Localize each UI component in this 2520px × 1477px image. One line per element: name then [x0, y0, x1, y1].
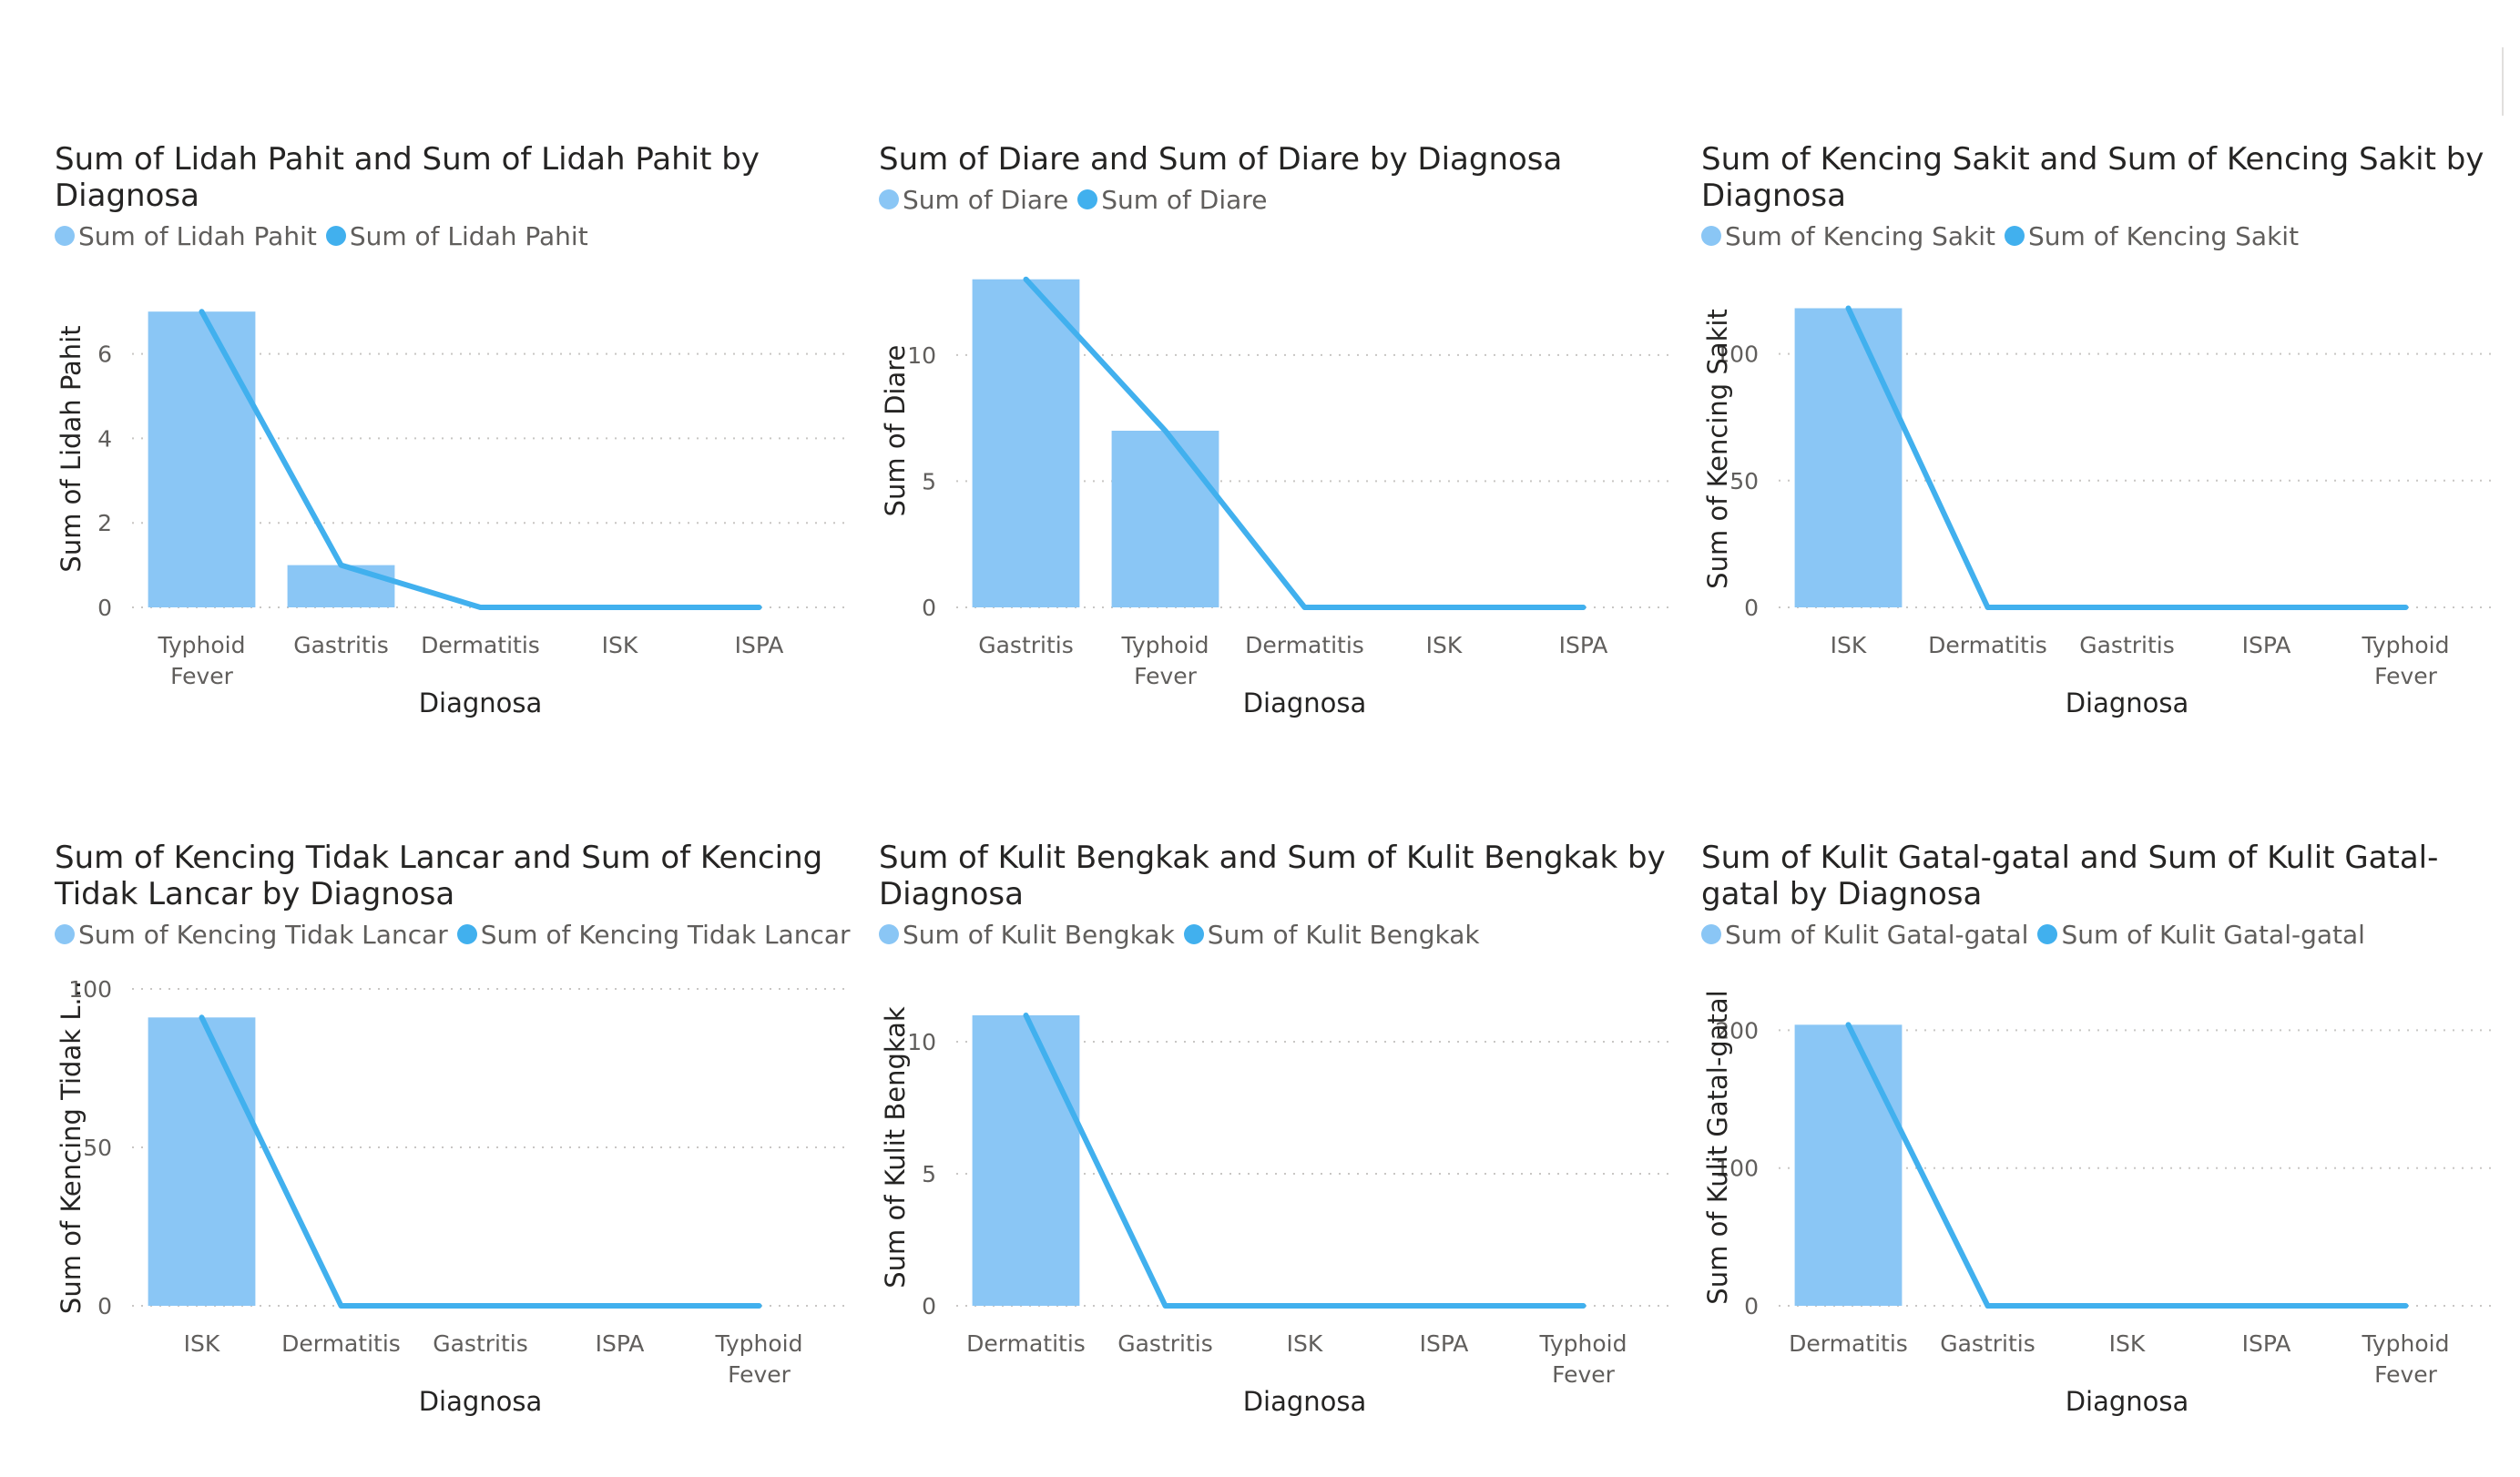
x-axis-title: Diagnosa [1243, 688, 1367, 718]
x-axis-title: Diagnosa [2066, 688, 2189, 718]
y-tick-label: 0 [1744, 1293, 1759, 1319]
x-tick-label: Gastritis [1940, 1330, 2035, 1357]
bar [148, 311, 256, 607]
x-tick-label: ISPA [2242, 632, 2291, 658]
x-tick-label: Dermatitis [1245, 632, 1364, 658]
x-tick-label: Dermatitis [1789, 1330, 1908, 1357]
y-tick-label: 50 [83, 1135, 112, 1161]
x-tick-label: Gastritis [978, 632, 1074, 658]
y-tick-label: 0 [97, 595, 112, 621]
x-tick-label: Dermatitis [421, 632, 540, 658]
y-axis-title: Sum of Kencing Sakit [1702, 309, 1733, 589]
y-tick-label: 2 [97, 510, 112, 536]
y-axis-title: Sum of Diare [880, 345, 911, 517]
series-line [202, 311, 760, 607]
x-tick-label: ISPA [2242, 1330, 2291, 1357]
series-line [1026, 1015, 1584, 1306]
y-tick-label: 10 [907, 342, 936, 369]
bar [1795, 308, 1903, 607]
y-tick-label: 50 [1729, 468, 1759, 494]
y-tick-label: 4 [97, 425, 112, 452]
x-tick-label: Dermatitis [1928, 632, 2047, 658]
bar [1112, 431, 1219, 607]
x-tick-label: ISPA [1420, 1330, 1469, 1357]
x-tick-label: ISK [184, 1330, 220, 1357]
bar [1795, 1024, 1903, 1306]
y-axis-title: Sum of Lidah Pahit [56, 325, 87, 572]
y-tick-label: 5 [922, 468, 936, 494]
bar [973, 280, 1080, 607]
y-axis-title: Sum of Kulit Bengkak [880, 1006, 911, 1289]
x-tick-label: Dermatitis [966, 1330, 1086, 1357]
x-axis-title: Diagnosa [419, 688, 543, 718]
series-line [1849, 308, 2406, 607]
x-axis-title: Diagnosa [1243, 1386, 1367, 1417]
chart-panel[interactable]: Sum of Kencing Tidak Lancar and Sum of K… [55, 840, 874, 1477]
chart-panel[interactable]: Sum of Kulit Gatal-gatal and Sum of Kuli… [1701, 840, 2520, 1477]
x-axis-title: Diagnosa [2066, 1386, 2189, 1417]
x-tick-label: Dermatitis [281, 1330, 401, 1357]
y-tick-label: 10 [907, 1029, 936, 1055]
x-tick-label: ISPA [596, 1330, 645, 1357]
series-line [1026, 280, 1584, 607]
x-tick-label: Gastritis [1117, 1330, 1213, 1357]
chart-panel[interactable]: Sum of Kencing Sakit and Sum of Kencing … [1701, 141, 2520, 779]
y-tick-label: 5 [922, 1161, 936, 1187]
x-tick-label: ISK [1831, 632, 1867, 658]
y-axis-title: Sum of Kulit Gatal-gatal [1702, 990, 1733, 1304]
x-tick-label: ISK [1426, 632, 1463, 658]
x-tick-label: ISK [602, 632, 638, 658]
chart-panel[interactable]: Sum of Lidah Pahit and Sum of Lidah Pahi… [55, 141, 874, 779]
x-tick-label: Gastritis [433, 1330, 528, 1357]
x-tick-label: ISPA [735, 632, 784, 658]
bar [973, 1015, 1080, 1306]
y-tick-label: 0 [922, 595, 936, 621]
x-tick-label: Gastritis [293, 632, 389, 658]
bar [148, 1017, 256, 1306]
x-tick-label: ISPA [1559, 632, 1608, 658]
series-line [1849, 1024, 2406, 1306]
x-tick-label: Gastritis [2079, 632, 2175, 658]
x-axis-title: Diagnosa [419, 1386, 543, 1417]
y-tick-label: 0 [1744, 595, 1759, 621]
page-edge-divider [2502, 47, 2504, 116]
chart-panel[interactable]: Sum of Diare and Sum of Diare by Diagnos… [879, 141, 1699, 779]
x-tick-label: ISK [2109, 1330, 2146, 1357]
chart-panel[interactable]: Sum of Kulit Bengkak and Sum of Kulit Be… [879, 840, 1699, 1477]
x-tick-label: ISK [1287, 1330, 1323, 1357]
y-tick-label: 6 [97, 341, 112, 368]
series-line [202, 1017, 760, 1306]
y-axis-title: Sum of Kencing Tidak L... [56, 981, 87, 1314]
y-tick-label: 0 [922, 1293, 936, 1319]
y-tick-label: 0 [97, 1293, 112, 1319]
bar [288, 565, 395, 607]
